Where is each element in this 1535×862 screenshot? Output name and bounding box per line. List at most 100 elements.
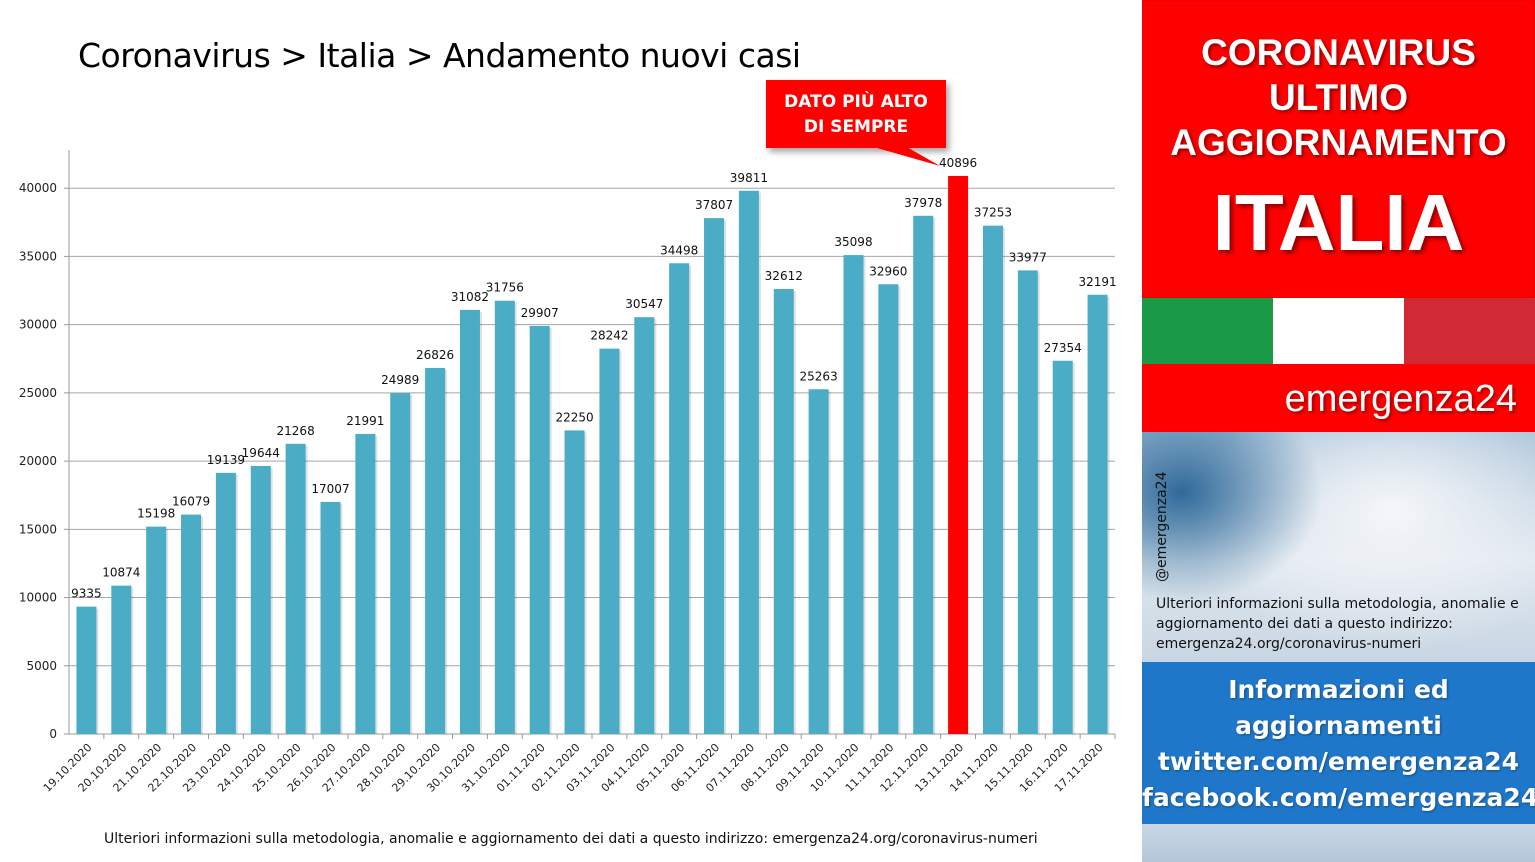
- flag-red-stripe: [1404, 298, 1535, 364]
- chart-title: Coronavirus > Italia > Andamento nuovi c…: [78, 36, 801, 75]
- data-label: 29907: [521, 306, 559, 320]
- bar: [181, 514, 202, 734]
- callout-text: DATO PIÙ ALTO DI SEMPRE: [766, 90, 946, 140]
- social-handle: @emergenza24: [1154, 471, 1170, 583]
- social-info-text: Informazioni ed aggiornamenti twitter.co…: [1142, 672, 1535, 816]
- methodology-note: Ulteriori informazioni sulla metodologia…: [104, 831, 1038, 847]
- data-label: 34498: [660, 243, 698, 257]
- bar: [355, 433, 376, 734]
- data-label: 28242: [590, 329, 628, 343]
- info-line-1: Informazioni ed: [1228, 675, 1449, 704]
- grid-lines: [64, 150, 1116, 739]
- y-tick-label: 35000: [19, 249, 57, 263]
- bar: [669, 263, 690, 734]
- y-axis-ticks: 0 5000 10000 15000 20000 25000 30000 35000 40000: [19, 181, 57, 741]
- data-label: 30547: [625, 297, 663, 311]
- info-panel: CORONAVIRUS ULTIMO AGGIORNAMENTO ITALIA …: [1142, 0, 1535, 862]
- bar: [390, 393, 411, 734]
- data-label: 32960: [869, 264, 907, 278]
- bar: [843, 255, 864, 734]
- y-tick-label: 20000: [19, 454, 57, 468]
- data-label: 37978: [904, 196, 942, 210]
- country-label: ITALIA: [1212, 178, 1465, 267]
- flag-white-stripe: [1273, 298, 1404, 364]
- data-label: 32612: [765, 269, 803, 283]
- bar: [1017, 270, 1038, 734]
- twitter-link[interactable]: twitter.com/emergenza24: [1157, 747, 1520, 776]
- data-label: 31756: [486, 281, 524, 295]
- data-label: 9335: [71, 587, 102, 601]
- bars: [76, 175, 1110, 735]
- data-label: 33977: [1009, 250, 1047, 264]
- flag-green-stripe: [1142, 298, 1273, 364]
- bar: [76, 606, 97, 734]
- bar: [285, 443, 306, 734]
- bar: [494, 300, 515, 734]
- heading-line-3: AGGIORNAMENTO: [1170, 122, 1507, 163]
- y-tick-label: 25000: [19, 386, 57, 400]
- bar: [808, 389, 829, 734]
- bar: [529, 325, 550, 734]
- data-label: 17007: [311, 482, 349, 496]
- info-line-2: aggiornamenti: [1235, 711, 1442, 740]
- data-label: 25263: [800, 369, 838, 383]
- data-label: 21991: [346, 414, 384, 428]
- y-tick-label: 0: [49, 727, 57, 741]
- bar: [425, 367, 446, 734]
- bar: [320, 501, 341, 734]
- brand-bar: emergenza24: [1142, 364, 1535, 432]
- data-label: 24989: [381, 373, 419, 387]
- bar: [773, 289, 794, 734]
- x-axis-ticks: 19.10.202020.10.202021.10.202022.10.2020…: [41, 741, 1106, 795]
- data-label: 15198: [137, 507, 175, 521]
- data-label: 37807: [695, 198, 733, 212]
- bar: [111, 585, 132, 734]
- update-heading: CORONAVIRUS ULTIMO AGGIORNAMENTO: [1142, 30, 1535, 165]
- bar: [913, 215, 934, 734]
- bar: [146, 526, 167, 734]
- data-label: 31082: [451, 290, 489, 304]
- y-tick-label: 30000: [19, 318, 57, 332]
- background-photo: @emergenza24 Ulteriori informazioni sull…: [1142, 432, 1535, 662]
- bar: [1087, 294, 1108, 734]
- bar: [1052, 360, 1073, 734]
- background-photo-bottom: [1142, 824, 1535, 862]
- heading-line-1: CORONAVIRUS: [1201, 32, 1476, 73]
- bar: [215, 472, 236, 734]
- italian-flag: [1142, 298, 1535, 364]
- social-info-box: Informazioni ed aggiornamenti twitter.co…: [1142, 662, 1535, 824]
- callout-line-1: DATO PIÙ ALTO: [784, 92, 928, 112]
- bar: [599, 348, 620, 734]
- data-label: 27354: [1044, 341, 1082, 355]
- y-tick-label: 40000: [19, 181, 57, 195]
- bar: [250, 465, 271, 734]
- bar: [634, 317, 655, 734]
- data-label: 16079: [172, 495, 210, 509]
- data-label: 22250: [555, 410, 593, 424]
- data-label: 10874: [102, 566, 140, 580]
- bar: [738, 190, 759, 734]
- bar: [878, 284, 899, 734]
- highest-value-callout: DATO PIÙ ALTO DI SEMPRE: [766, 80, 946, 148]
- facebook-link[interactable]: facebook.com/emergenza24: [1142, 783, 1535, 812]
- y-tick-label: 10000: [19, 591, 57, 605]
- bar: [982, 225, 1003, 734]
- bar: [704, 218, 725, 734]
- data-label: 19139: [207, 453, 245, 467]
- callout-line-2: DI SEMPRE: [803, 117, 909, 137]
- data-label: 40896: [939, 156, 977, 170]
- data-label: 32191: [1078, 275, 1116, 289]
- heading-line-2: ULTIMO: [1268, 77, 1409, 118]
- panel-methodology-note: Ulteriori informazioni sulla metodologia…: [1156, 596, 1519, 652]
- update-header: CORONAVIRUS ULTIMO AGGIORNAMENTO ITALIA: [1142, 0, 1535, 298]
- data-label: 26826: [416, 348, 454, 362]
- brand-name: emergenza24: [1284, 378, 1517, 420]
- bar: [564, 430, 585, 734]
- callout-pointer: [870, 146, 940, 166]
- data-label: 35098: [834, 235, 872, 249]
- data-label: 37253: [974, 206, 1012, 220]
- highlighted-bar: [948, 175, 969, 735]
- y-tick-label: 5000: [26, 659, 57, 673]
